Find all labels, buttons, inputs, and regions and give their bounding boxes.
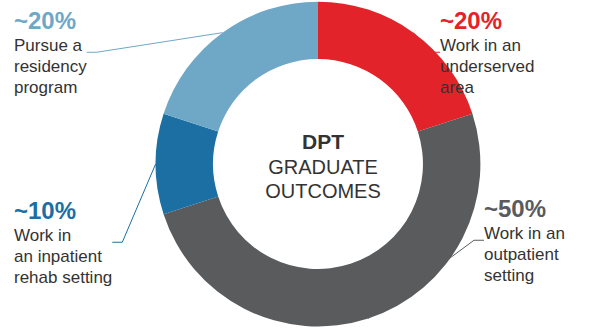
- svg-text:residency: residency: [14, 57, 87, 76]
- svg-text:an inpatient: an inpatient: [14, 247, 102, 266]
- svg-text:Pursue a: Pursue a: [14, 36, 83, 55]
- svg-text:setting: setting: [484, 266, 534, 285]
- svg-text:Work in: Work in: [14, 226, 71, 245]
- svg-text:~20%: ~20%: [14, 7, 76, 34]
- svg-text:OUTCOMES: OUTCOMES: [265, 180, 381, 202]
- svg-text:~10%: ~10%: [14, 197, 76, 224]
- svg-text:outpatient: outpatient: [484, 245, 559, 264]
- svg-text:GRADUATE: GRADUATE: [268, 156, 378, 178]
- svg-text:rehab setting: rehab setting: [14, 268, 112, 287]
- svg-text:Work in an: Work in an: [484, 224, 565, 243]
- svg-text:DPT: DPT: [302, 130, 344, 153]
- svg-text:area: area: [440, 78, 475, 97]
- svg-text:~50%: ~50%: [484, 195, 546, 222]
- svg-text:underserved: underserved: [440, 57, 535, 76]
- svg-text:program: program: [14, 78, 77, 97]
- svg-text:~20%: ~20%: [440, 7, 502, 34]
- svg-text:Work in an: Work in an: [440, 36, 521, 55]
